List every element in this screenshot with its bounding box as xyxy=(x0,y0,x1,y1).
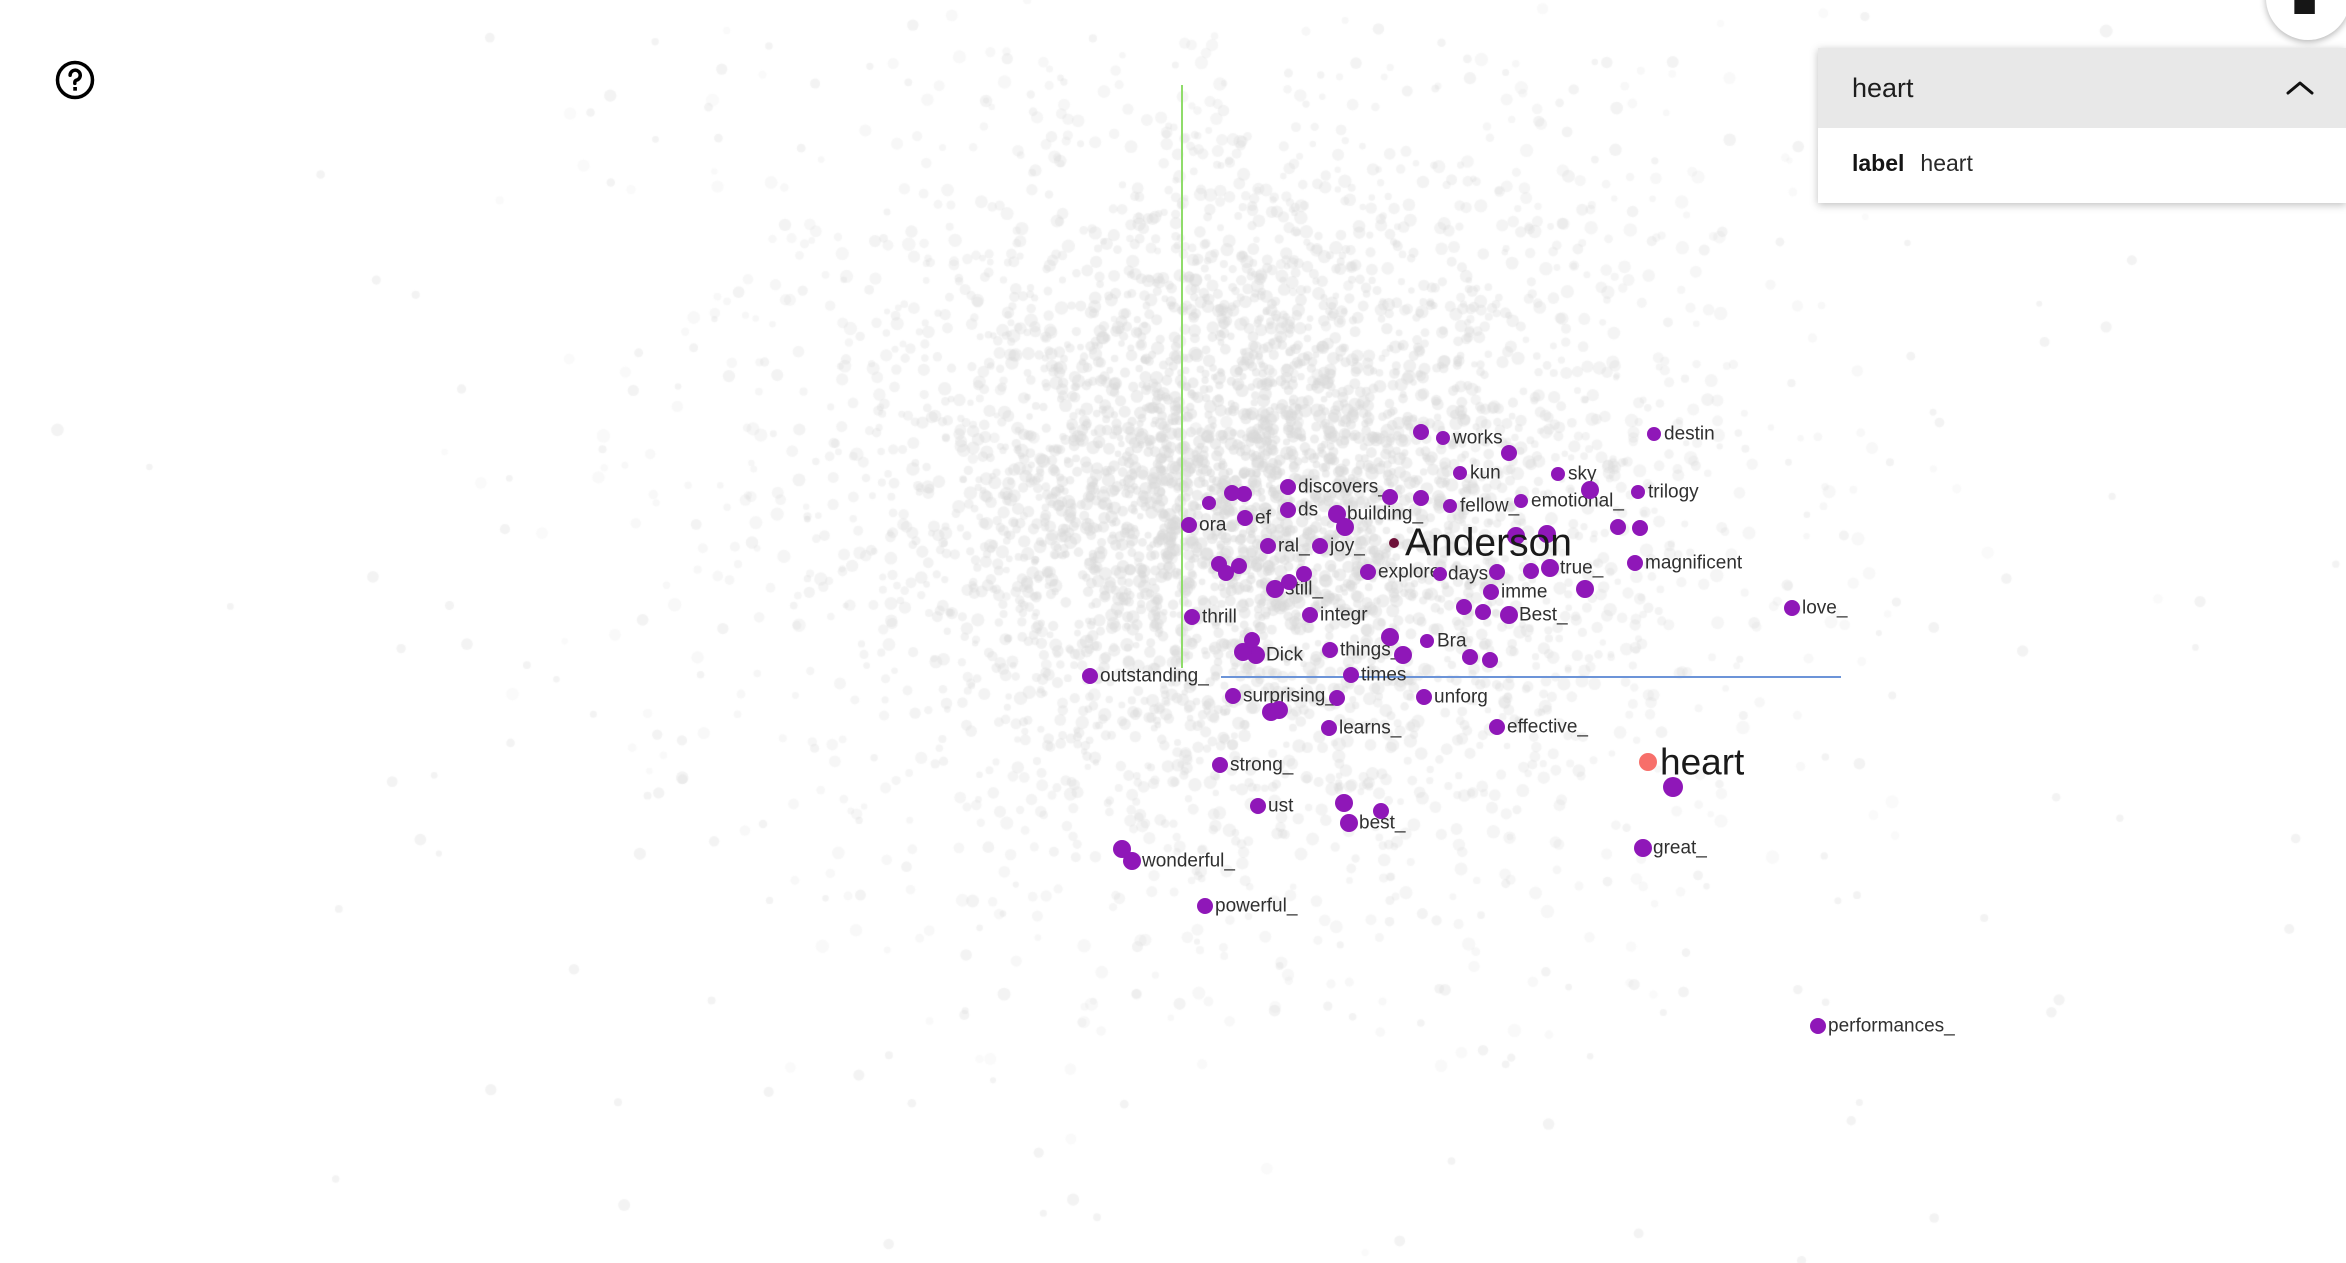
data-point[interactable] xyxy=(1202,496,1216,510)
data-point[interactable] xyxy=(1416,689,1432,705)
data-point[interactable] xyxy=(1280,479,1296,495)
info-panel-header[interactable]: heart xyxy=(1818,48,2346,128)
data-point[interactable] xyxy=(1413,490,1429,506)
data-point[interactable] xyxy=(1538,525,1556,543)
data-point[interactable] xyxy=(1373,803,1389,819)
data-point[interactable] xyxy=(1234,643,1252,661)
data-point[interactable] xyxy=(1237,510,1253,526)
data-point[interactable] xyxy=(1433,567,1447,581)
home-icon xyxy=(2294,0,2315,14)
info-panel-title: heart xyxy=(1852,72,1914,103)
data-point[interactable] xyxy=(1663,777,1683,797)
data-point[interactable] xyxy=(1218,565,1234,581)
data-point[interactable] xyxy=(1810,1018,1826,1034)
data-point[interactable] xyxy=(1322,642,1338,658)
data-point[interactable] xyxy=(1281,574,1297,590)
data-point[interactable] xyxy=(1647,427,1661,441)
data-point[interactable] xyxy=(1236,486,1252,502)
data-point[interactable] xyxy=(1576,580,1594,598)
data-point[interactable] xyxy=(1197,898,1213,914)
data-point[interactable] xyxy=(1784,600,1800,616)
data-point[interactable] xyxy=(1312,538,1328,554)
data-point[interactable] xyxy=(1389,538,1399,548)
data-point[interactable] xyxy=(1184,609,1200,625)
data-point[interactable] xyxy=(1436,431,1450,445)
data-point[interactable] xyxy=(1634,839,1652,857)
data-point[interactable] xyxy=(1456,599,1472,615)
data-point[interactable] xyxy=(1360,564,1376,580)
data-point[interactable] xyxy=(1123,852,1141,870)
chevron-up-icon[interactable] xyxy=(2280,68,2320,108)
data-point[interactable] xyxy=(1551,467,1565,481)
info-row-value: heart xyxy=(1920,150,1973,176)
data-point[interactable] xyxy=(1507,527,1525,545)
selection-info-panel: heart label heart xyxy=(1818,48,2346,203)
info-row: label heart xyxy=(1852,150,2312,177)
data-point[interactable] xyxy=(1336,518,1354,536)
vertical-axis-line xyxy=(1181,85,1183,668)
data-point[interactable] xyxy=(1541,559,1559,577)
data-point[interactable] xyxy=(1443,499,1457,513)
data-point[interactable] xyxy=(1381,628,1399,646)
data-point[interactable] xyxy=(1181,517,1197,533)
data-point[interactable] xyxy=(1501,445,1517,461)
data-point[interactable] xyxy=(1627,555,1643,571)
data-point[interactable] xyxy=(1420,634,1434,648)
data-point[interactable] xyxy=(1329,690,1345,706)
data-point[interactable] xyxy=(1113,840,1131,858)
data-point[interactable] xyxy=(1335,794,1353,812)
data-point[interactable] xyxy=(1610,519,1626,535)
data-point[interactable] xyxy=(1483,584,1499,600)
info-row-key: label xyxy=(1852,150,1905,176)
data-point[interactable] xyxy=(1224,485,1240,501)
data-point[interactable] xyxy=(1225,688,1241,704)
data-point[interactable] xyxy=(1382,489,1398,505)
data-point[interactable] xyxy=(1394,646,1412,664)
horizontal-axis-line xyxy=(1221,676,1841,678)
data-point[interactable] xyxy=(1489,719,1505,735)
data-point[interactable] xyxy=(1231,558,1247,574)
data-point[interactable] xyxy=(1489,564,1505,580)
data-point[interactable] xyxy=(1302,607,1318,623)
data-point[interactable] xyxy=(1260,538,1276,554)
data-point[interactable] xyxy=(1632,520,1648,536)
data-point[interactable] xyxy=(1266,580,1284,598)
data-point[interactable] xyxy=(1631,485,1645,499)
data-point[interactable] xyxy=(1340,814,1358,832)
data-point[interactable] xyxy=(1462,649,1478,665)
data-point[interactable] xyxy=(1280,502,1296,518)
data-point[interactable] xyxy=(1244,632,1260,648)
data-point[interactable] xyxy=(1475,604,1491,620)
data-point[interactable] xyxy=(1581,481,1599,499)
help-circle-icon[interactable] xyxy=(54,59,96,101)
data-point[interactable] xyxy=(1343,667,1359,683)
info-panel-body: label heart xyxy=(1818,128,2346,203)
data-point[interactable] xyxy=(1453,466,1467,480)
data-point[interactable] xyxy=(1482,652,1498,668)
data-point[interactable] xyxy=(1321,720,1337,736)
data-point[interactable] xyxy=(1500,606,1518,624)
data-point[interactable] xyxy=(1413,424,1429,440)
data-point[interactable] xyxy=(1082,668,1098,684)
data-point[interactable] xyxy=(1514,494,1528,508)
data-point[interactable] xyxy=(1250,798,1266,814)
data-point[interactable] xyxy=(1523,563,1539,579)
data-point[interactable] xyxy=(1212,757,1228,773)
data-point[interactable] xyxy=(1296,566,1312,582)
selected-data-point[interactable] xyxy=(1639,753,1657,771)
data-point[interactable] xyxy=(1270,701,1288,719)
